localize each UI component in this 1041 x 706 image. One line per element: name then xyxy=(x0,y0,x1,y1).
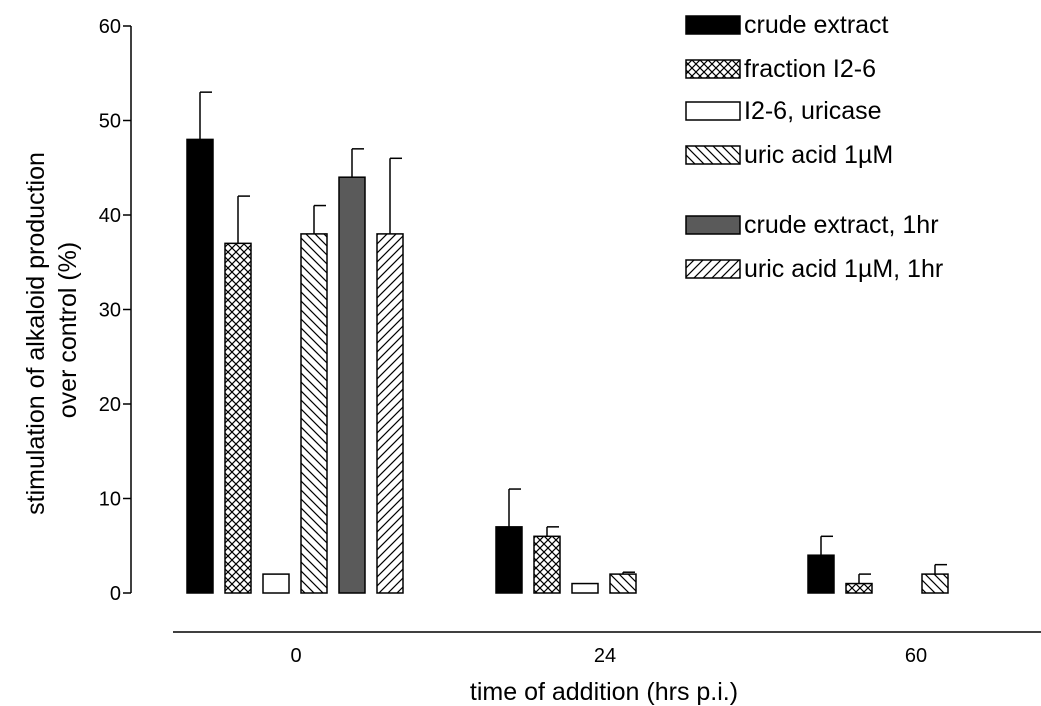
bar xyxy=(262,573,290,594)
bar xyxy=(300,233,328,594)
bar xyxy=(224,242,252,594)
y-axis-title-line1: stimulation of alkaloid production xyxy=(22,152,50,515)
legend-label: uric acid 1µM xyxy=(744,141,893,169)
legend-swatch xyxy=(685,15,741,35)
legend-swatch xyxy=(685,59,741,79)
error-bars xyxy=(199,91,947,584)
x-axis-title: time of addition (hrs p.i.) xyxy=(470,678,738,706)
y-tick-label: 40 xyxy=(99,205,121,227)
bar xyxy=(376,233,404,594)
legend-swatch xyxy=(685,145,741,165)
bars xyxy=(186,138,949,594)
y-tick-label: 10 xyxy=(99,489,121,511)
bar xyxy=(807,554,835,594)
legend-label: crude extract, 1hr xyxy=(744,211,939,239)
legend-swatch xyxy=(685,259,741,279)
bar xyxy=(533,535,561,594)
bar xyxy=(186,138,214,594)
legend-swatch xyxy=(685,215,741,235)
y-tick-label: 50 xyxy=(99,111,121,133)
y-axis xyxy=(123,25,132,594)
x-tick-label: 60 xyxy=(905,645,927,667)
legend: crude extract fraction I2-6 I2-6, uricase u… xyxy=(685,11,943,283)
bar xyxy=(609,573,637,594)
legend-swatch xyxy=(685,101,741,121)
bar xyxy=(338,176,366,594)
legend-label: I2-6, uricase xyxy=(744,97,882,125)
legend-label: crude extract xyxy=(744,11,889,39)
x-tick-label: 0 xyxy=(290,645,301,667)
y-tick-label: 60 xyxy=(99,16,121,38)
y-axis-title-line2: over control (%) xyxy=(54,242,82,418)
bar xyxy=(495,526,523,594)
legend-label: fraction I2-6 xyxy=(744,55,876,83)
x-tick-label: 24 xyxy=(594,645,616,667)
y-axis-title: stimulation of alkaloid production over … xyxy=(22,145,82,515)
x-tick-labels: 0 24 60 xyxy=(290,645,927,667)
bar xyxy=(571,582,599,594)
bar xyxy=(921,573,949,594)
y-tick-labels: 0 10 20 30 40 50 60 xyxy=(99,16,121,605)
y-tick-label: 20 xyxy=(99,394,121,416)
bar xyxy=(845,582,873,594)
y-tick-label: 0 xyxy=(110,583,121,605)
legend-label: uric acid 1µM, 1hr xyxy=(744,255,943,283)
y-tick-label: 30 xyxy=(99,300,121,322)
